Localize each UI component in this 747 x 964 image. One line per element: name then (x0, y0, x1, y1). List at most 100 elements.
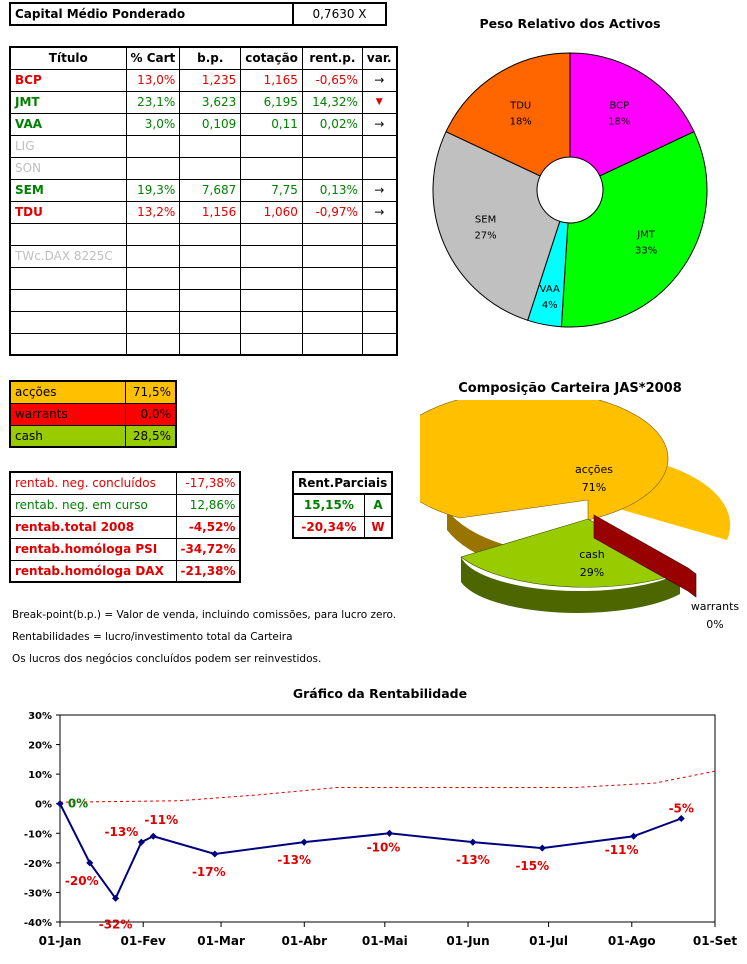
pie1-label: VAA (540, 284, 560, 295)
portfolio-row (9, 222, 398, 246)
returns-row: rentab. neg. concluídos -17,38% (9, 471, 242, 495)
cell-ticker: SEM (9, 178, 127, 202)
cell-break-point (179, 156, 242, 180)
pie1-slice-sem (432, 131, 561, 321)
portfolio-row: SEM 19,3% 7,687 7,75 0,13% → (9, 178, 398, 202)
returns-label: rentab.total 2008 (9, 515, 177, 539)
allocation-label: warrants (9, 402, 126, 426)
allocation-value: 0,0% (124, 402, 177, 426)
data-label: -11% (144, 813, 178, 827)
x-tick-label: 01-Mai (362, 934, 408, 948)
cell-pct-cart: 23,1% (125, 90, 181, 114)
partial-title: Rent.Parciais (291, 471, 394, 495)
header-rent: rent.p. (301, 46, 363, 70)
data-label: -20% (65, 874, 99, 888)
x-tick-label: 01-Mar (197, 934, 245, 948)
data-label: -11% (605, 843, 639, 857)
cell-ticker (9, 332, 127, 356)
line-chart-title: Gráfico da Rentabilidade (292, 686, 468, 701)
cell-pct-cart (125, 134, 181, 158)
reference-line (59, 770, 716, 803)
portfolio-row: TDU 13,2% 1,156 1,060 -0,97% → (9, 200, 398, 224)
cell-var (361, 310, 398, 334)
returns-value: -17,38% (175, 471, 242, 495)
cell-rent-p (301, 332, 363, 356)
y-tick-label: -10% (24, 829, 52, 840)
returns-row: rentab. neg. em curso 12,86% (9, 493, 242, 517)
cell-break-point: 0,109 (179, 112, 242, 136)
cell-ticker (9, 266, 127, 290)
cell-break-point (179, 244, 242, 268)
data-label: -10% (367, 840, 401, 854)
pie2-slice-cash (460, 518, 681, 588)
data-label: -15% (515, 859, 549, 873)
data-point (677, 814, 685, 823)
cell-var: → (361, 200, 398, 224)
header-cotacao: cotação (240, 46, 303, 70)
line-chart: 30% 20% 10% 0% -10% -20% -30% -40% 01-Jan 01-Fev 0… (24, 711, 737, 948)
capital-table: Capital Médio Ponderado 0,7630 X (9, 2, 387, 26)
y-tick-label: -30% (24, 888, 52, 899)
cell-pct-cart (125, 222, 181, 246)
allocation-value: 71,5% (124, 380, 177, 404)
portfolio-row (9, 288, 398, 312)
cell-var: ▼ (361, 90, 398, 114)
pie1-title: Peso Relativo dos Activos (479, 16, 661, 31)
cell-pct-cart: 13,0% (125, 68, 181, 92)
data-point (211, 850, 219, 858)
partial-value-w: -20,34% (291, 515, 365, 539)
cell-pct-cart (125, 156, 181, 180)
cell-rent-p (301, 288, 363, 312)
pie1-label: JMT (636, 230, 656, 241)
pie1-pct: 18% (608, 116, 630, 127)
cell-ticker: SON (9, 156, 127, 180)
cell-cotacao (240, 310, 303, 334)
cell-rent-p (301, 134, 363, 158)
cell-rent-p (301, 310, 363, 334)
portfolio-header-row: Título % Cart b.p. cotação rent.p. var. (9, 46, 398, 70)
cell-rent-p: 0,13% (301, 178, 363, 202)
cell-break-point (179, 310, 242, 334)
cell-rent-p: -0,65% (301, 68, 363, 92)
pie2-slice-acoes-main (420, 400, 669, 521)
pie1-chart: BCP 18% JMT 33% VAA 4% SEM 27% TDU 18% (432, 52, 708, 328)
pie1-pct: 18% (510, 116, 532, 127)
returns-label: rentab.homóloga DAX (9, 559, 177, 583)
cell-var (361, 244, 398, 268)
plot-area (59, 714, 716, 923)
x-tick-label: 01-Jul (529, 934, 568, 948)
cell-ticker: LIG (9, 134, 127, 158)
cell-cotacao (240, 288, 303, 312)
partial-returns-table: Rent.Parciais 15,15% A -20,34% W (291, 471, 394, 539)
cell-rent-p: 0,02% (301, 112, 363, 136)
cell-var: → (361, 112, 398, 136)
allocation-row: cash 28,5% (9, 424, 177, 448)
cell-rent-p (301, 222, 363, 246)
pie1-slice-bcp (569, 52, 695, 177)
cell-break-point: 7,687 (179, 178, 242, 202)
allocation-row: warrants 0,0% (9, 402, 177, 426)
pie1-label: BCP (609, 100, 629, 111)
pie2-pct: 29% (580, 566, 604, 579)
y-tick-label: 20% (28, 741, 52, 752)
data-label: -13% (277, 853, 311, 867)
cell-rent-p (301, 244, 363, 268)
cell-rent-p (301, 266, 363, 290)
returns-row: rentab.homóloga DAX -21,38% (9, 559, 242, 583)
data-label: -5% (669, 802, 694, 816)
data-point (300, 838, 308, 846)
cell-rent-p (301, 156, 363, 180)
cell-break-point (179, 332, 242, 356)
returns-value: -21,38% (175, 559, 242, 583)
pie1-pct: 4% (542, 300, 558, 311)
data-point (137, 838, 145, 846)
header-var: var. (361, 46, 398, 70)
pie2-title: Composição Carteira JAS*2008 (458, 381, 682, 396)
cell-ticker: VAA (9, 112, 127, 136)
cell-cotacao: 1,165 (240, 68, 303, 92)
capital-label: Capital Médio Ponderado (9, 2, 294, 26)
cell-break-point (179, 222, 242, 246)
x-tick-label: 01-Jun (446, 934, 489, 948)
data-point (469, 838, 477, 846)
note-lucros: Os lucros dos negócios concluídos podem … (12, 653, 322, 665)
